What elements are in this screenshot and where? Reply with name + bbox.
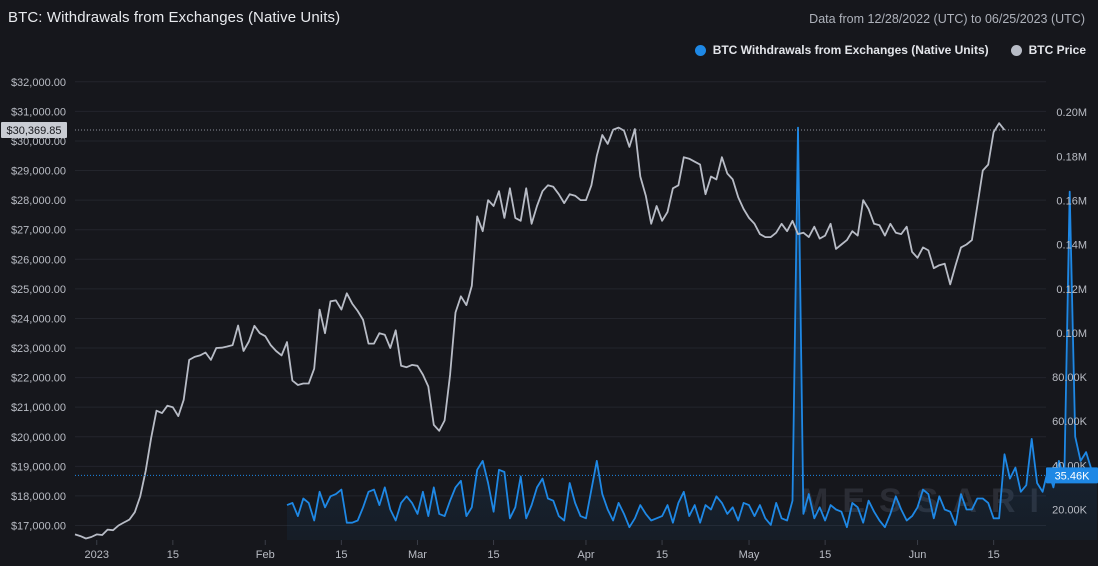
left-axis: $17,000.00 $18,000.00 $19,000.00 $20,000.00… xyxy=(11,77,66,533)
x-tick-label: Apr xyxy=(577,549,594,561)
left-tick-label: $27,000.00 xyxy=(11,225,66,237)
left-tick-label: $18,000.00 xyxy=(11,491,66,503)
left-tick-label: $28,000.00 xyxy=(11,195,66,207)
date-range-label: Data from 12/28/2022 (UTC) to 06/25/2023… xyxy=(809,12,1085,26)
left-tick-label: $32,000.00 xyxy=(11,77,66,89)
current-value-markers: $30,369.85 35.46K xyxy=(1,122,1098,484)
left-tick-label: $17,000.00 xyxy=(11,521,66,533)
left-tick-label: $29,000.00 xyxy=(11,166,66,178)
left-tick-label: $31,000.00 xyxy=(11,106,66,118)
right-tick-label: 20.00K xyxy=(1052,505,1088,517)
series-lines xyxy=(74,122,1098,540)
withdrawals-current-label: 35.46K xyxy=(1055,470,1091,482)
x-axis: 2023 15 Feb 15 Mar 15 Apr 15 May 15 Jun 15 xyxy=(85,540,1000,561)
x-tick-label: Jun xyxy=(909,549,927,561)
legend-item-price[interactable]: BTC Price xyxy=(1010,43,1086,57)
left-tick-label: $22,000.00 xyxy=(11,373,66,385)
left-tick-label: $20,000.00 xyxy=(11,432,66,444)
right-axis: 20.00K40.00K60.00K80.00K0.10M0.12M0.14M0… xyxy=(1052,107,1088,516)
right-tick-label: 0.16M xyxy=(1056,196,1087,208)
legend-label-price: BTC Price xyxy=(1028,43,1086,57)
left-tick-label: $19,000.00 xyxy=(11,461,66,473)
left-tick-label: $23,000.00 xyxy=(11,343,66,355)
x-tick-label: Mar xyxy=(408,549,427,561)
right-tick-label: 80.00K xyxy=(1052,372,1088,384)
right-tick-label: 0.14M xyxy=(1056,240,1087,252)
left-tick-label: $26,000.00 xyxy=(11,254,66,266)
x-tick-label: 15 xyxy=(487,549,499,561)
grid-lines xyxy=(75,81,1046,526)
withdrawals-current-tag xyxy=(1046,467,1098,484)
left-tick-label: $24,000.00 xyxy=(11,313,66,325)
left-tick-label: $25,000.00 xyxy=(11,284,66,296)
x-tick-label: 15 xyxy=(988,549,1000,561)
chart-legend: BTC Withdrawals from Exchanges (Native U… xyxy=(694,43,1086,57)
legend-dot-withdrawals xyxy=(694,44,706,56)
x-tick-label: 15 xyxy=(656,549,668,561)
legend-label-withdrawals: BTC Withdrawals from Exchanges (Native U… xyxy=(712,43,989,57)
x-tick-label: Feb xyxy=(256,549,275,561)
left-tick-label: $21,000.00 xyxy=(11,402,66,414)
legend-dot-price xyxy=(1010,44,1022,56)
right-tick-label: 60.00K xyxy=(1052,416,1088,428)
legend-item-withdrawals[interactable]: BTC Withdrawals from Exchanges (Native U… xyxy=(694,43,989,57)
right-tick-label: 0.10M xyxy=(1056,328,1087,340)
x-tick-label: 2023 xyxy=(85,549,109,561)
left-tick-label: $30,000.00 xyxy=(11,136,66,148)
price-line[interactable] xyxy=(74,122,1006,540)
withdrawals-area xyxy=(287,127,1097,540)
price-current-tag xyxy=(1,122,67,139)
right-tick-label: 0.12M xyxy=(1056,284,1087,296)
x-tick-label: 15 xyxy=(819,549,831,561)
withdrawals-area-fill xyxy=(287,127,1097,540)
price-current-label: $30,369.85 xyxy=(6,125,61,137)
chart-title: BTC: Withdrawals from Exchanges (Native … xyxy=(8,9,341,26)
withdrawals-line[interactable] xyxy=(286,126,1098,529)
right-tick-label: 0.20M xyxy=(1056,107,1087,119)
x-tick-label: 15 xyxy=(335,549,347,561)
right-tick-label: 0.18M xyxy=(1056,151,1087,163)
x-tick-label: 15 xyxy=(167,549,179,561)
x-tick-label: May xyxy=(739,549,760,561)
